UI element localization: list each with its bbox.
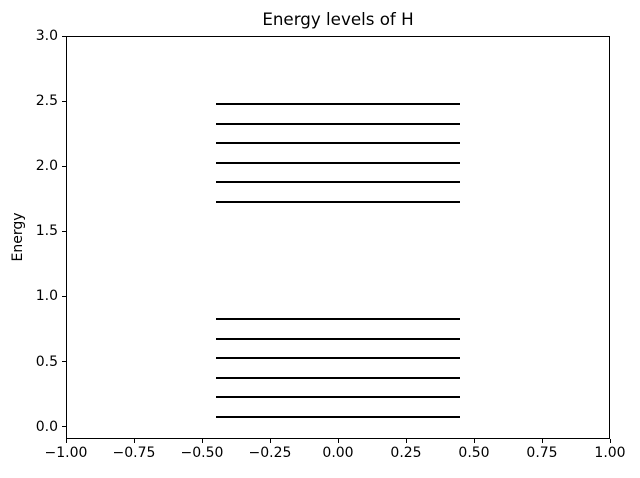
y-tick-mark xyxy=(62,361,66,363)
x-tick-mark xyxy=(201,439,203,443)
energy-level-line xyxy=(215,161,461,164)
energy-level-line xyxy=(215,396,461,399)
x-tick-label: 0.50 xyxy=(458,445,490,461)
x-tick-label: −0.50 xyxy=(180,445,224,461)
x-tick-label: 0.25 xyxy=(390,445,422,461)
y-tick-mark xyxy=(62,165,66,167)
x-tick-mark xyxy=(473,439,475,443)
y-tick-label: 0.0 xyxy=(35,418,58,435)
y-tick-mark xyxy=(62,35,66,37)
y-tick-mark xyxy=(62,295,66,297)
x-tick-mark xyxy=(133,439,135,443)
plot-area xyxy=(66,36,610,439)
y-tick-label: 3.0 xyxy=(35,28,58,44)
x-tick-mark xyxy=(609,439,611,443)
y-tick-label: 2.5 xyxy=(35,93,58,110)
energy-level-line xyxy=(215,337,461,340)
y-tick-label: 1.0 xyxy=(35,288,58,305)
energy-level-line xyxy=(215,181,461,184)
x-tick-label: −0.75 xyxy=(112,445,156,461)
chart-title: Energy levels of H xyxy=(262,9,414,29)
energy-level-line xyxy=(215,318,461,321)
y-tick-mark xyxy=(62,100,66,102)
y-tick-mark xyxy=(62,426,66,428)
x-tick-label: −0.25 xyxy=(248,445,292,461)
x-tick-mark xyxy=(405,439,407,443)
energy-level-line xyxy=(215,103,461,106)
energy-level-line xyxy=(215,122,461,125)
x-tick-label: −1.00 xyxy=(44,445,88,461)
x-tick-mark xyxy=(337,439,339,443)
x-tick-label: 0.75 xyxy=(526,445,558,461)
energy-level-line xyxy=(215,142,461,145)
energy-level-line xyxy=(215,201,461,204)
x-tick-label: 0.00 xyxy=(322,445,354,461)
energy-level-line xyxy=(215,376,461,379)
y-tick-mark xyxy=(62,230,66,232)
y-tick-label: 1.5 xyxy=(35,223,58,240)
x-tick-mark xyxy=(541,439,543,443)
x-tick-label: 1.00 xyxy=(594,445,626,461)
energy-level-line xyxy=(215,357,461,360)
energy-level-line xyxy=(215,415,461,418)
y-tick-label: 2.0 xyxy=(35,158,58,175)
y-tick-label: 0.5 xyxy=(35,353,58,370)
x-tick-mark xyxy=(269,439,271,443)
x-tick-mark xyxy=(65,439,67,443)
